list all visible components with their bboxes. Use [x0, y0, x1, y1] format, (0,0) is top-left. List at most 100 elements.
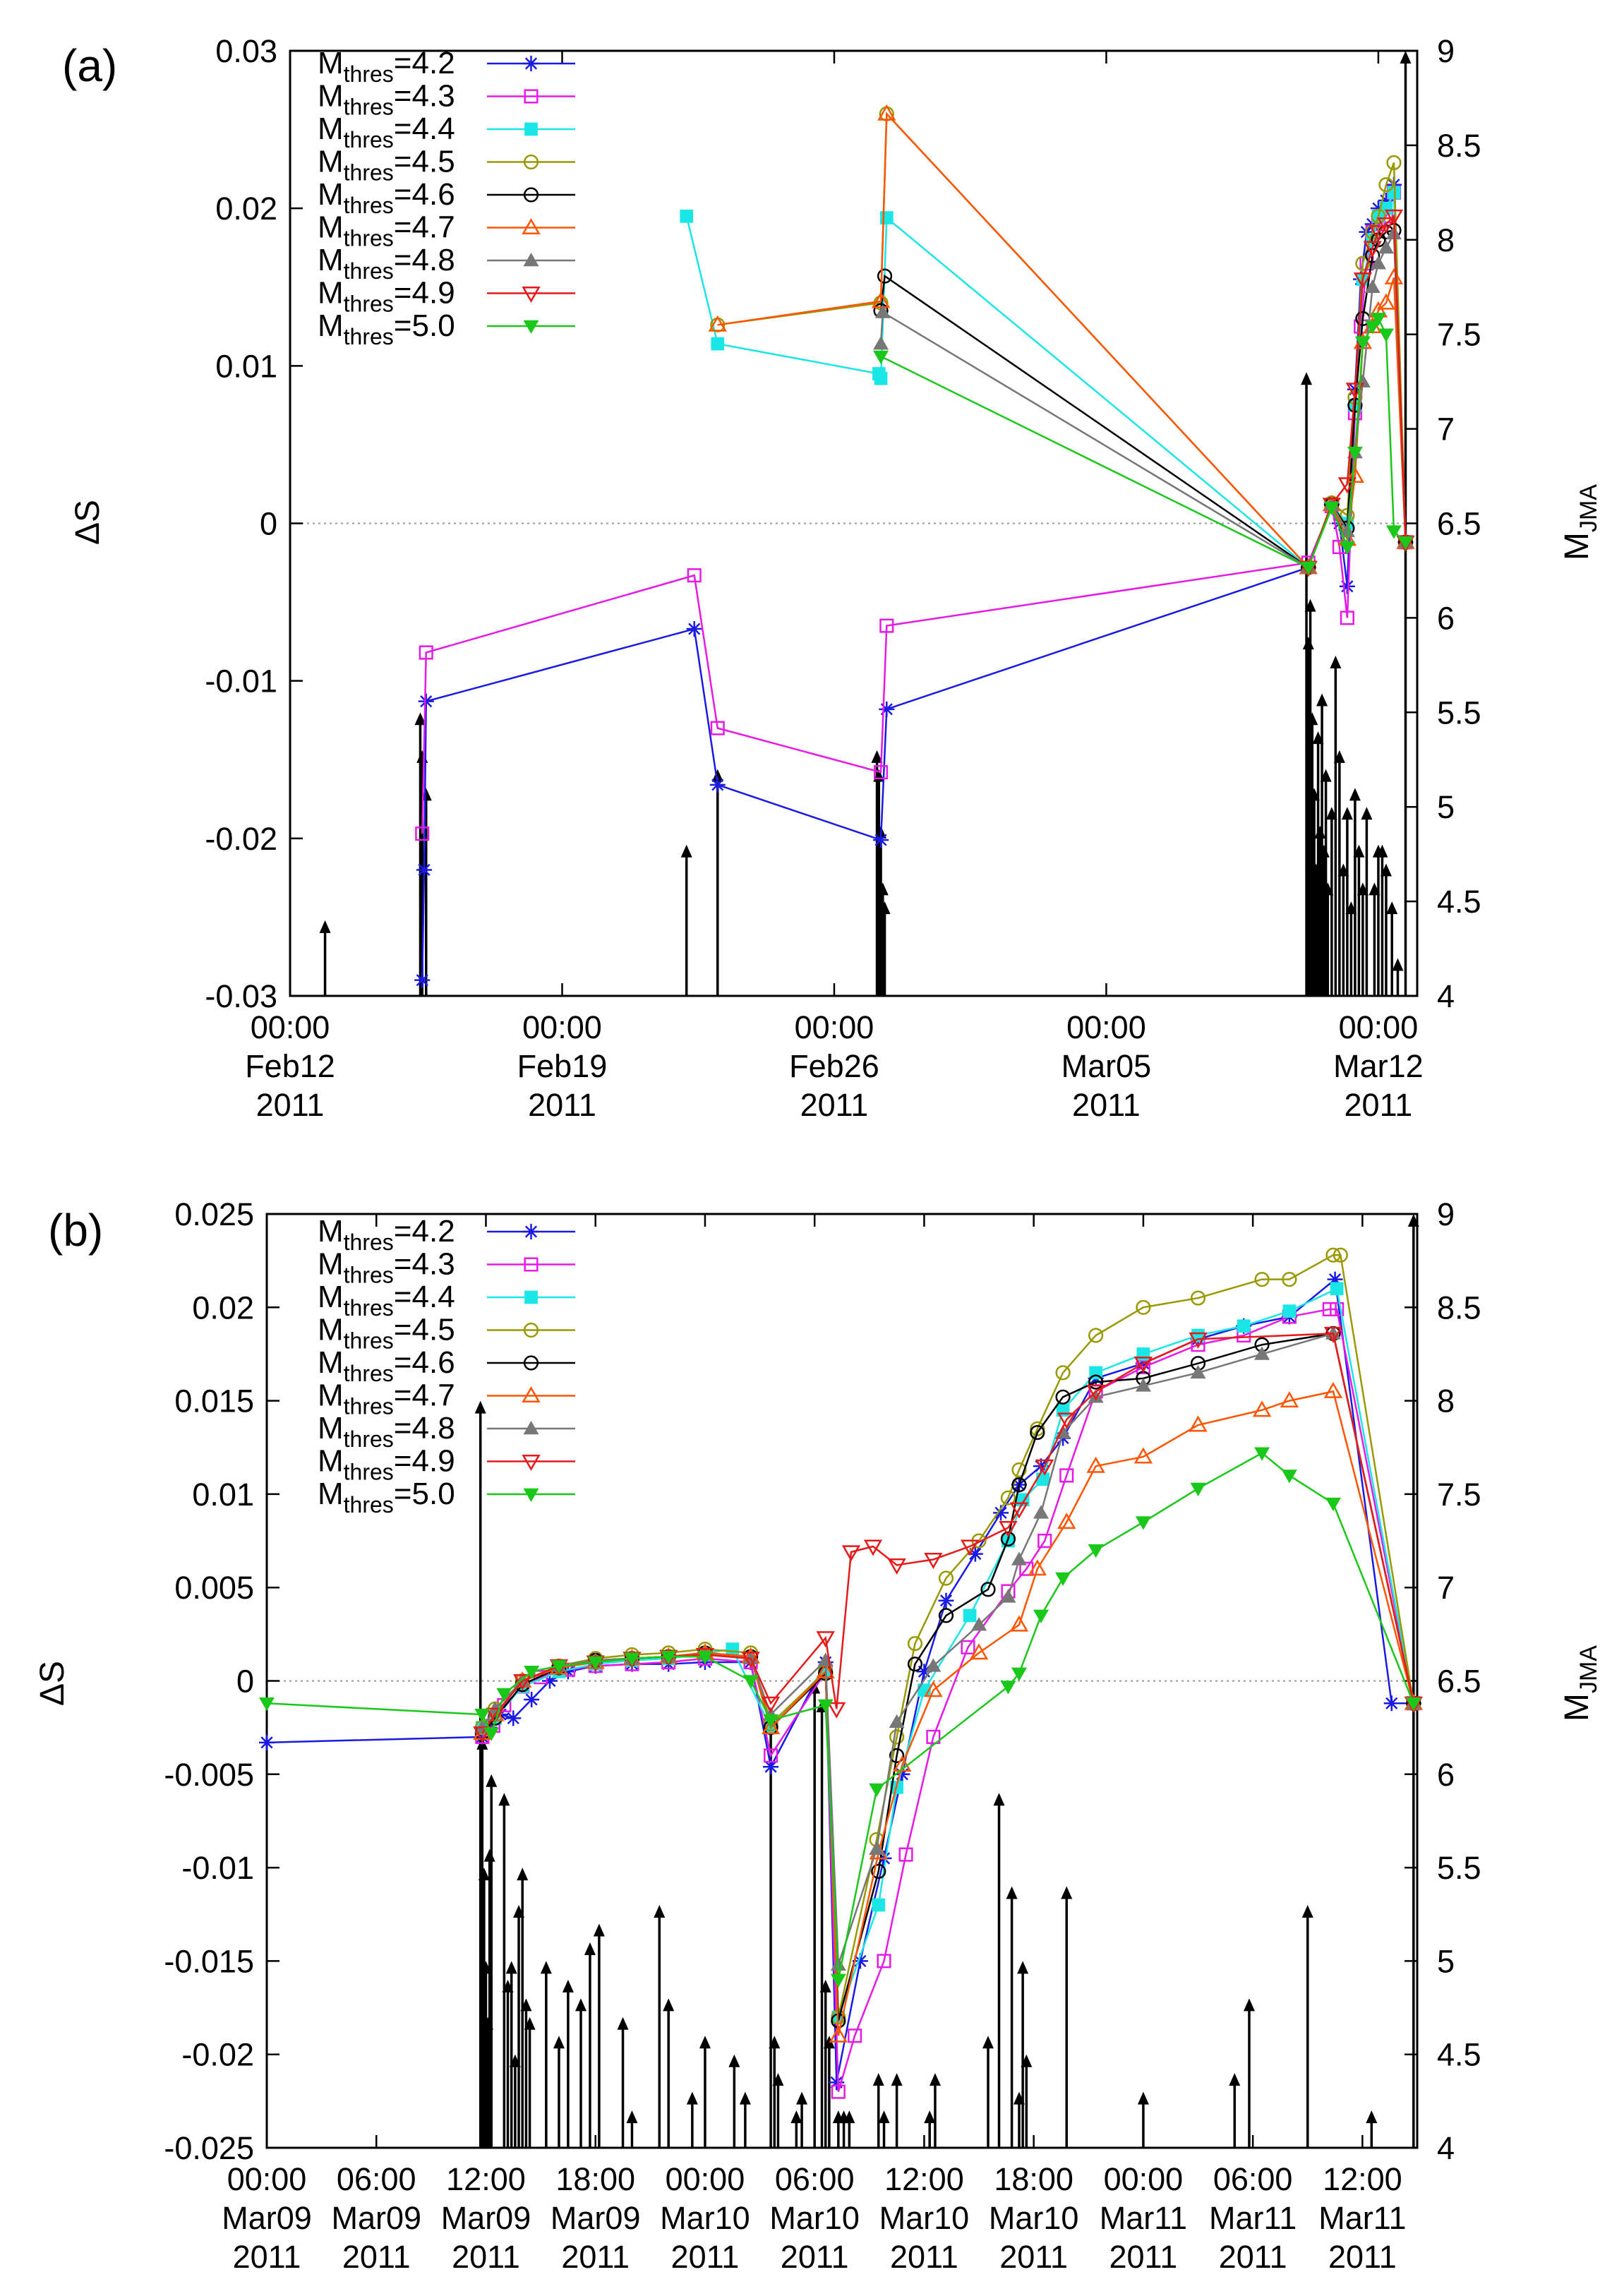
- legend-prefix: M: [318, 308, 344, 343]
- data-point: [764, 1748, 778, 1763]
- event-arrow: [796, 2091, 808, 2148]
- legend-value: =4.4: [394, 112, 455, 146]
- data-point: [1383, 1695, 1400, 1712]
- x-tick-label: 12:00: [1323, 2161, 1402, 2197]
- series-4.7: [473, 1381, 1423, 2043]
- event-head: [575, 1998, 587, 2012]
- series-4.8: [873, 225, 1414, 574]
- data-point: [829, 2026, 848, 2043]
- event-arrow: [1021, 2054, 1033, 2148]
- event-head: [1400, 51, 1412, 64]
- data-point: [1136, 1299, 1151, 1315]
- data-point: [414, 972, 431, 988]
- event-head: [486, 1774, 498, 1787]
- data-point: [1055, 1365, 1071, 1381]
- series-line: [685, 192, 1407, 570]
- data-point: [1135, 1516, 1151, 1530]
- series-line: [481, 1332, 1415, 1966]
- x-tick-label: 2011: [233, 2239, 301, 2275]
- data-point: [827, 1702, 846, 1719]
- event-arrow: [680, 844, 692, 996]
- data-point: [1057, 1412, 1076, 1429]
- legend-prefix: M: [318, 112, 344, 146]
- event-head: [1243, 1998, 1255, 2012]
- y2-axis-label: MJMA: [1558, 484, 1602, 560]
- y-tick-label: 0.015: [174, 1383, 254, 1419]
- data-point: [960, 1539, 980, 1556]
- data-point: [873, 765, 889, 780]
- event-head: [474, 1400, 486, 1414]
- event-arrow: [1301, 1905, 1313, 2148]
- x-tick-label: 06:00: [337, 2161, 416, 2197]
- panel-b: (b) -0.025 -0.02 -0.015 -0.01 -0.005 0 0.005 0.0…: [34, 1196, 1602, 2275]
- data-point: [473, 1726, 492, 1743]
- y2-tick-label: 4.5: [1437, 2037, 1481, 2073]
- x-tick-label: 12:00: [884, 2161, 964, 2197]
- data-point: [938, 1592, 954, 1609]
- data-point: [1254, 1346, 1270, 1360]
- data-point: [1056, 1403, 1070, 1417]
- event-head: [819, 1979, 831, 1993]
- data-point: [761, 1718, 781, 1735]
- data-point: [874, 304, 891, 318]
- x-tick-label: 18:00: [994, 2161, 1073, 2197]
- event-head: [663, 1998, 675, 2012]
- y2-tick-label: 7: [1437, 411, 1455, 447]
- data-point: [879, 701, 895, 717]
- legend-sub: thres: [344, 1230, 394, 1255]
- data-point: [1323, 1326, 1343, 1343]
- data-point: [873, 832, 889, 848]
- legend-label: Mthres=4.5: [318, 145, 455, 186]
- legend-value: =4.9: [394, 276, 455, 311]
- data-point: [259, 1734, 275, 1750]
- event-arrow: [478, 1868, 490, 2148]
- event-head: [1361, 807, 1373, 820]
- event-arrow: [593, 1923, 605, 2148]
- event-arrow: [924, 2110, 936, 2148]
- data-point: [874, 371, 888, 385]
- event-arrow: [498, 1793, 510, 2148]
- legend-marker: [524, 1290, 538, 1304]
- event-head: [584, 1942, 596, 1955]
- data-point: [1330, 1282, 1344, 1296]
- x-tick-label: 2011: [671, 2239, 740, 2275]
- legend-sub: thres: [344, 1328, 394, 1354]
- y-tick-label: -0.01: [205, 663, 277, 699]
- event-arrow: [575, 1998, 587, 2148]
- event-head: [1301, 372, 1313, 385]
- data-point: [871, 1863, 886, 1879]
- y-tick-label: -0.025: [164, 2130, 254, 2166]
- legend-sub: thres: [344, 61, 394, 87]
- data-point: [879, 211, 894, 224]
- x-tick-label: 2011: [342, 2239, 411, 2275]
- series-4.2: [414, 176, 1414, 988]
- x-tick-label: 2011: [1109, 2239, 1178, 2275]
- data-point: [1030, 1424, 1045, 1441]
- legend-value: =4.8: [394, 243, 455, 277]
- y2-tick-label: 6.5: [1437, 506, 1481, 542]
- legend-prefix: M: [318, 276, 344, 311]
- legend-marker: [524, 1257, 539, 1272]
- data-point: [852, 1953, 868, 1969]
- event-head: [1333, 750, 1345, 763]
- data-point: [1037, 1534, 1052, 1549]
- data-point: [1011, 1462, 1027, 1478]
- event-head: [796, 2091, 808, 2105]
- legend-sub: thres: [344, 1361, 394, 1386]
- data-point: [483, 1727, 500, 1741]
- event-head: [769, 2036, 781, 2049]
- data-point: [1405, 1697, 1421, 1712]
- event-arrow: [617, 2016, 629, 2148]
- data-point: [1337, 477, 1357, 494]
- legend-sub: thres: [344, 324, 394, 349]
- data-point: [830, 1973, 846, 1988]
- data-point: [1281, 1469, 1297, 1484]
- event-head: [772, 2073, 784, 2086]
- data-point: [1133, 1357, 1153, 1374]
- data-point: [1190, 1290, 1206, 1306]
- data-point: [1057, 1513, 1076, 1529]
- event-arrow: [809, 1681, 821, 2148]
- event-arrow: [699, 2036, 711, 2148]
- y-tick-label: -0.01: [181, 1850, 254, 1886]
- legend-marker: [522, 217, 541, 234]
